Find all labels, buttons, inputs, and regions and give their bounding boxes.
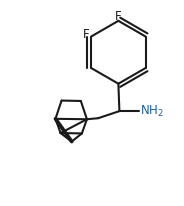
Text: F: F — [83, 28, 89, 41]
Text: NH$_2$: NH$_2$ — [140, 104, 164, 119]
Text: F: F — [115, 10, 122, 23]
